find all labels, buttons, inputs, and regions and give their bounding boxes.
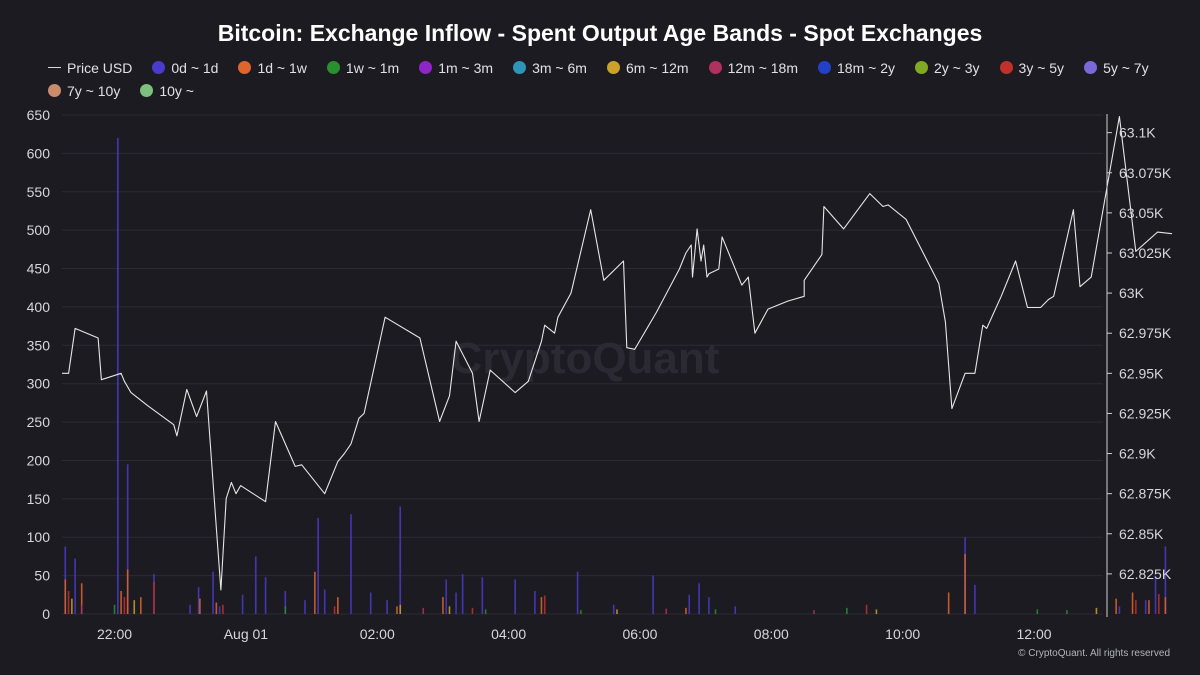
legend-item[interactable]: 18m ~ 2y: [818, 58, 895, 77]
legend-label: 10y ~: [159, 82, 194, 99]
left-tick-label: 0: [42, 606, 50, 622]
right-tick-label: 62.85K: [1119, 526, 1164, 542]
legend-dot-swatch: [708, 61, 722, 74]
legend-dot-swatch: [140, 84, 154, 97]
right-tick-label: 62.925K: [1119, 405, 1172, 421]
legend-dot-swatch: [606, 61, 620, 74]
right-tick-label: 63.075K: [1119, 165, 1172, 181]
legend-label: 2y ~ 3y: [934, 59, 980, 76]
x-tick-label: 06:00: [622, 626, 657, 642]
legend-dot-swatch: [513, 61, 527, 74]
left-tick-label: 500: [27, 222, 51, 238]
x-tick-label: 22:00: [97, 626, 132, 642]
right-tick-label: 62.825K: [1119, 566, 1172, 582]
left-tick-label: 550: [27, 184, 51, 200]
x-axis-ticks: 22:00 Aug 01 02:00 04:00 06:00 08:00 10:00 12:0…: [97, 626, 1052, 642]
legend-item[interactable]: 7y ~ 10y: [48, 81, 120, 100]
left-tick-label: 50: [34, 568, 50, 584]
legend-item[interactable]: 12m ~ 18m: [708, 58, 799, 77]
legend-label: 1w ~ 1m: [345, 59, 400, 76]
legend-item[interactable]: 3m ~ 6m: [513, 58, 587, 77]
x-tick-label: 08:00: [754, 626, 789, 642]
legend-dot-swatch: [419, 61, 433, 74]
legend-item[interactable]: Price USD: [48, 58, 132, 77]
copyright-text: © CryptoQuant. All rights reserved: [1018, 648, 1170, 659]
watermark: CryptoQuant: [451, 334, 720, 383]
x-tick-label: 12:00: [1017, 626, 1052, 642]
legend-label: 6m ~ 12m: [625, 59, 689, 76]
legend-dot-swatch: [326, 61, 340, 74]
legend-item[interactable]: 10y ~: [140, 81, 194, 100]
legend-label: 3m ~ 6m: [532, 59, 587, 76]
left-tick-label: 200: [27, 452, 51, 468]
inflow-bars: [64, 138, 1167, 614]
right-tick-label: 63.05K: [1119, 205, 1164, 221]
x-tick-label: 02:00: [360, 626, 395, 642]
grid-lines: [62, 114, 1103, 615]
left-tick-label: 650: [27, 107, 51, 123]
legend-item[interactable]: 1m ~ 3m: [419, 58, 493, 77]
legend-label: 18m ~ 2y: [837, 59, 895, 76]
legend-dot-swatch: [1084, 61, 1098, 74]
legend-item[interactable]: 1d ~ 1w: [238, 58, 307, 77]
left-tick-label: 600: [27, 145, 51, 161]
x-tick-label: 10:00: [885, 626, 920, 642]
right-tick-label: 63.025K: [1119, 245, 1172, 261]
x-tick-label: 04:00: [491, 626, 526, 642]
x-tick-label: Aug 01: [224, 626, 269, 642]
right-tick-label: 62.875K: [1119, 486, 1172, 502]
left-tick-label: 350: [27, 337, 51, 353]
legend-label: 7y ~ 10y: [67, 82, 121, 99]
legend-label: 5y ~ 7y: [1103, 59, 1149, 76]
legend-label: 1d ~ 1w: [257, 59, 307, 76]
legend-label: 1m ~ 3m: [438, 59, 494, 76]
left-tick-label: 250: [27, 414, 51, 430]
legend-item[interactable]: 6m ~ 12m: [606, 58, 689, 77]
right-tick-label: 62.95K: [1119, 365, 1164, 381]
legend-item[interactable]: 2y ~ 3y: [915, 58, 980, 77]
left-tick-label: 400: [27, 299, 51, 315]
legend-item[interactable]: 0d ~ 1d: [152, 58, 218, 77]
legend-label: 3y ~ 5y: [1018, 59, 1065, 76]
legend-item[interactable]: 1w ~ 1m: [326, 58, 400, 77]
legend-label: 12m ~ 18m: [727, 59, 799, 76]
legend-dot-swatch: [818, 61, 832, 74]
right-axis-ticks: 63.1K 63.075K 63.05K 63.025K 63K 62.975K 62.95…: [1107, 125, 1172, 582]
right-tick-label: 62.975K: [1119, 325, 1172, 341]
legend-label: 0d ~ 1d: [171, 59, 219, 76]
right-tick-label: 63.1K: [1119, 125, 1156, 141]
legend-dot-swatch: [915, 61, 928, 74]
left-tick-label: 100: [27, 529, 51, 545]
legend-item[interactable]: 5y ~ 7y: [1084, 58, 1149, 77]
chart-title: Bitcoin: Exchange Inflow - Spent Output …: [217, 20, 983, 46]
right-tick-label: 62.9K: [1119, 446, 1156, 462]
legend-item[interactable]: 3y ~ 5y: [999, 58, 1065, 77]
right-tick-label: 63K: [1119, 285, 1145, 301]
price-usd-line: [62, 116, 1173, 591]
legend-dot-swatch: [999, 61, 1013, 74]
left-tick-label: 150: [27, 491, 51, 507]
legend-line-swatch: [48, 67, 61, 68]
legend-dot-swatch: [152, 61, 166, 74]
legend-dot-swatch: [238, 61, 252, 74]
left-tick-label: 300: [27, 376, 51, 392]
legend-dot-swatch: [48, 84, 61, 97]
left-tick-label: 450: [27, 261, 51, 277]
chart-legend: Price USD 0d ~ 1d 1d ~ 1w 1w ~ 1m 1m ~ 3m 3m …: [48, 58, 1178, 100]
legend-label: Price USD: [67, 59, 133, 76]
